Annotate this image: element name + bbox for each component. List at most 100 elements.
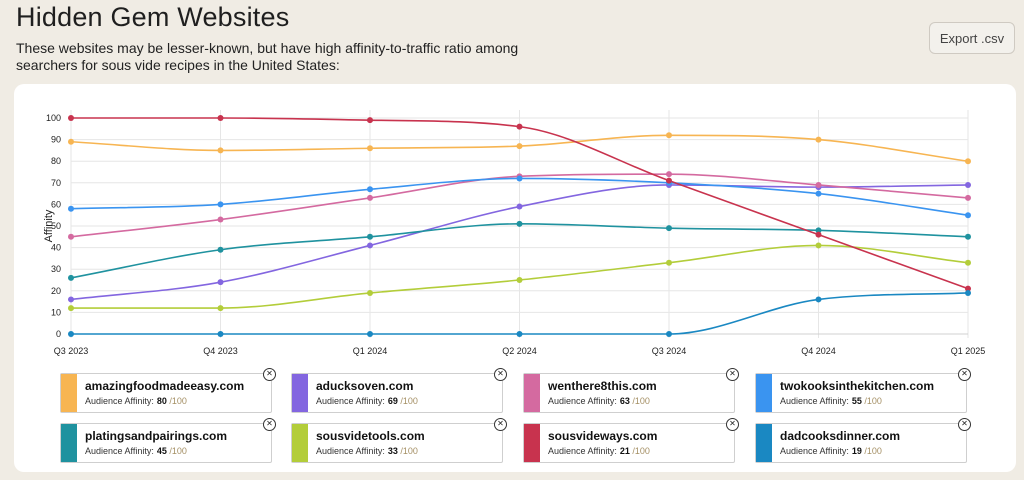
- legend-affinity-value: 63: [619, 396, 630, 406]
- legend-item[interactable]: aducksoven.com Audience Affinity: 69 /100 ✕: [291, 368, 507, 413]
- x-tick-label: Q1 2025: [951, 346, 986, 356]
- data-point: [965, 259, 971, 266]
- data-point: [965, 289, 971, 296]
- page-subtitle: These websites may be lesser-known, but …: [16, 40, 519, 73]
- affinity-line-chart: 0 10 20 30 40 50 60 70 80 90 100 Q3 2023 Q4 2023 Q1 2…: [43, 110, 986, 356]
- legend-site-name: sousvidetools.com: [316, 429, 425, 443]
- x-tick-label: Q3 2023: [54, 346, 89, 356]
- data-point: [815, 231, 822, 238]
- x-tick-label: Q4 2024: [801, 346, 836, 356]
- legend-affinity-label: Audience Affinity:: [780, 446, 849, 456]
- legend-site-name: dadcooksdinner.com: [780, 429, 901, 443]
- y-tick-label: 40: [51, 243, 61, 253]
- legend-swatch: [524, 374, 540, 412]
- y-tick-label: 10: [51, 307, 61, 317]
- data-point: [68, 138, 74, 145]
- close-icon[interactable]: ✕: [726, 418, 739, 431]
- legend-site-name: sousvideways.com: [548, 429, 658, 443]
- close-icon[interactable]: ✕: [494, 418, 507, 431]
- close-icon[interactable]: ✕: [958, 368, 971, 381]
- page-title: Hidden Gem Websites: [16, 2, 290, 32]
- close-icon[interactable]: ✕: [726, 368, 739, 381]
- legend-item[interactable]: dadcooksdinner.com Audience Affinity: 19 /…: [755, 418, 971, 463]
- data-point: [666, 171, 672, 178]
- data-point: [815, 181, 822, 188]
- legend-affinity-max: /100: [864, 446, 882, 456]
- legend-site-name: platingsandpairings.com: [85, 429, 228, 443]
- legend-affinity-label: Audience Affinity:: [780, 396, 849, 406]
- legend-affinity-max: /100: [632, 446, 650, 456]
- close-icon[interactable]: ✕: [263, 368, 276, 381]
- data-point: [965, 212, 971, 219]
- data-point: [815, 227, 822, 234]
- data-point: [516, 143, 523, 150]
- data-point: [666, 177, 672, 184]
- legend-affinity-max: /100: [864, 396, 882, 406]
- y-tick-label: 20: [51, 286, 61, 296]
- legend-affinity-max: /100: [632, 396, 650, 406]
- legend-affinity-max: /100: [400, 396, 418, 406]
- data-point: [815, 190, 822, 197]
- export-csv-button[interactable]: Export .csv: [929, 22, 1015, 54]
- close-icon[interactable]: ✕: [263, 418, 276, 431]
- legend-affinity: Audience Affinity: 19 /100: [780, 446, 882, 456]
- data-point: [666, 259, 672, 266]
- y-tick-label: 50: [51, 221, 61, 231]
- legend-site-name: aducksoven.com: [316, 379, 414, 393]
- data-point: [666, 225, 672, 232]
- close-icon[interactable]: ✕: [494, 368, 507, 381]
- chart-card: 0 10 20 30 40 50 60 70 80 90 100 Q3 2023 Q4 2023 Q1 2…: [14, 84, 1016, 472]
- legend-affinity-value: 33: [387, 446, 398, 456]
- data-point: [217, 216, 224, 223]
- data-point: [367, 186, 373, 193]
- x-tick-label: Q2 2024: [502, 346, 537, 356]
- data-point: [666, 331, 672, 337]
- data-point: [367, 145, 373, 152]
- y-tick-label: 0: [56, 329, 61, 339]
- legend-affinity-value: 69: [387, 396, 398, 406]
- data-point: [217, 305, 224, 312]
- data-point: [68, 331, 74, 337]
- legend-swatch: [756, 424, 772, 462]
- x-tick-label: Q3 2024: [652, 346, 687, 356]
- data-point: [367, 242, 373, 249]
- data-point: [516, 220, 523, 227]
- legend-affinity: Audience Affinity: 45 /100: [85, 446, 187, 456]
- legend-affinity-label: Audience Affinity:: [316, 396, 385, 406]
- legend-swatch: [61, 374, 77, 412]
- data-point: [217, 201, 224, 208]
- data-point: [367, 331, 373, 337]
- legend-affinity: Audience Affinity: 63 /100: [548, 396, 650, 406]
- legend-item[interactable]: wenthere8this.com Audience Affinity: 63 /1…: [523, 368, 739, 413]
- legend-affinity-label: Audience Affinity:: [85, 396, 154, 406]
- data-point: [68, 233, 74, 240]
- data-point: [217, 115, 224, 121]
- legend-item[interactable]: amazingfoodmadeeasy.com Audience Affinity…: [60, 368, 276, 413]
- legend-swatch: [292, 424, 308, 462]
- data-point: [815, 242, 822, 249]
- y-tick-label: 70: [51, 178, 61, 188]
- legend-affinity: Audience Affinity: 21 /100: [548, 446, 650, 456]
- y-tick-label: 90: [51, 135, 61, 145]
- data-point: [68, 115, 74, 121]
- y-tick-label: 30: [51, 264, 61, 274]
- y-tick-label: 60: [51, 199, 61, 209]
- data-point: [516, 277, 523, 283]
- data-point: [217, 279, 224, 286]
- legend-affinity-value: 19: [851, 446, 862, 456]
- legend-item[interactable]: twokooksinthekitchen.com Audience Affinit…: [755, 368, 971, 413]
- data-point: [516, 175, 523, 182]
- legend-item[interactable]: platingsandpairings.com Audience Affinity…: [60, 418, 276, 463]
- data-point: [516, 203, 523, 210]
- legend-affinity-label: Audience Affinity:: [548, 396, 617, 406]
- legend-item[interactable]: sousvidetools.com Audience Affinity: 33 /1…: [291, 418, 507, 463]
- data-point: [516, 331, 523, 337]
- legend-affinity-max: /100: [169, 396, 187, 406]
- data-point: [367, 233, 373, 240]
- legend-item[interactable]: sousvideways.com Audience Affinity: 21 /10…: [523, 418, 739, 463]
- close-icon[interactable]: ✕: [958, 418, 971, 431]
- data-point: [68, 305, 74, 312]
- legend-swatch: [524, 424, 540, 462]
- data-point: [666, 132, 672, 139]
- legend-affinity-value: 45: [156, 446, 167, 456]
